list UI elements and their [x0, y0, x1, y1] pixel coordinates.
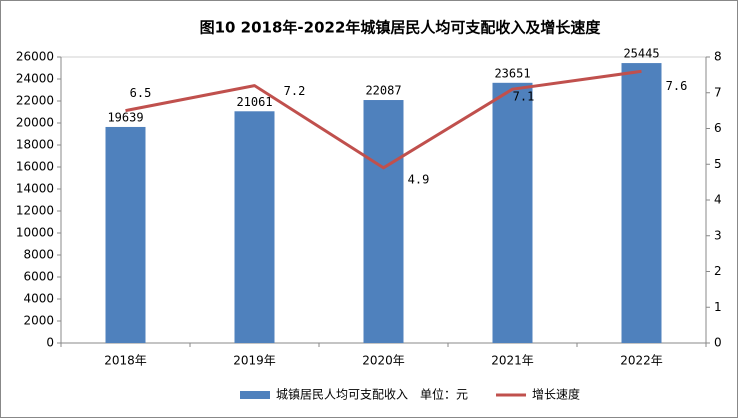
y2-tick-label: 3	[714, 228, 722, 242]
x-tick-label: 2020年	[362, 354, 405, 368]
bar-value-label: 25445	[623, 47, 659, 61]
bar	[621, 63, 662, 343]
bar-value-label: 23651	[494, 66, 530, 80]
y-tick-label: 18000	[16, 138, 54, 152]
x-tick-label: 2021年	[491, 354, 534, 368]
x-tick-label: 2018年	[104, 354, 147, 368]
bar-shade	[105, 126, 146, 343]
y-tick-label: 12000	[16, 204, 54, 218]
y-tick-label: 8000	[23, 248, 54, 262]
y2-tick-label: 8	[714, 50, 722, 64]
bar-value-label: 22087	[365, 84, 401, 98]
bar	[363, 100, 404, 343]
y-tick-label: 0	[46, 336, 54, 350]
bar	[105, 126, 146, 343]
line-value-label: 6.5	[130, 86, 152, 100]
y-tick-label: 24000	[16, 72, 54, 86]
y-tick-label: 26000	[16, 50, 54, 64]
y2-tick-label: 2	[714, 264, 722, 278]
y-tick-label: 22000	[16, 94, 54, 108]
legend-label: 增长速度	[532, 387, 580, 402]
line-value-label: 7.2	[284, 84, 306, 98]
chart-title: 图10 2018年-2022年城镇居民人均可支配收入及增长速度	[200, 19, 602, 37]
x-tick-label: 2019年	[233, 354, 276, 368]
line-value-label: 7.1	[513, 90, 535, 104]
x-tick-label: 2022年	[620, 354, 663, 368]
bar	[492, 82, 533, 344]
bar-value-label: 21061	[236, 95, 272, 109]
y2-tick-label: 0	[714, 336, 722, 350]
y-tick-label: 20000	[16, 116, 54, 130]
y-tick-label: 4000	[23, 292, 54, 306]
growth-line	[125, 69, 642, 170]
legend-swatch	[240, 391, 270, 399]
line-value-label: 7.6	[666, 79, 688, 93]
bar-shade	[363, 100, 404, 343]
bar-shade	[234, 111, 275, 343]
y2-tick-label: 4	[714, 193, 722, 207]
bar-shade	[621, 63, 662, 343]
legend-label: 城镇居民人均可支配收入 单位：元	[276, 387, 468, 402]
bar-value-label: 19639	[107, 110, 143, 124]
bar-shade	[492, 82, 533, 344]
line-value-label: 4.9	[408, 172, 430, 186]
y2-tick-label: 5	[714, 157, 722, 171]
y2-tick-label: 7	[714, 85, 722, 99]
y2-tick-label: 1	[714, 300, 722, 314]
y-tick-label: 10000	[16, 226, 54, 240]
y-tick-label: 6000	[23, 270, 54, 284]
y2-tick-label: 6	[714, 121, 722, 135]
bar	[234, 111, 275, 343]
y-tick-label: 14000	[16, 182, 54, 196]
y-tick-label: 2000	[23, 314, 54, 328]
y-tick-label: 16000	[16, 160, 54, 174]
